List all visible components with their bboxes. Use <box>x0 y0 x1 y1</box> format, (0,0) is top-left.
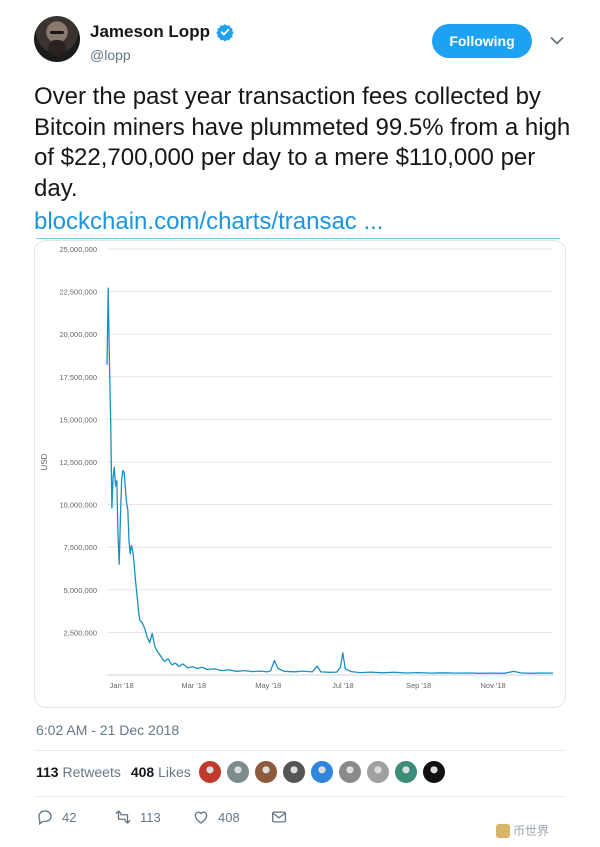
liker-avatar[interactable] <box>366 760 390 784</box>
following-button[interactable]: Following <box>432 24 532 58</box>
verified-badge-icon <box>216 24 234 41</box>
y-tick-label: 17,500,000 <box>59 373 97 382</box>
y-tick-label: 25,000,000 <box>59 245 97 254</box>
y-axis-label: USD <box>40 453 49 470</box>
x-tick-label: Sep '18 <box>406 681 431 690</box>
liker-avatar[interactable] <box>254 760 278 784</box>
chart-card[interactable]: 25,000,000 22,500,000 20,000,000 17,500,000… <box>34 240 566 708</box>
x-tick-label: Jul '18 <box>332 681 353 690</box>
retweet-button[interactable]: 113 <box>114 808 192 826</box>
y-tick-label: 15,000,000 <box>59 415 97 424</box>
tweet-text: Over the past year transaction fees coll… <box>34 83 571 202</box>
envelope-icon <box>271 811 287 823</box>
liker-avatar[interactable] <box>310 760 334 784</box>
x-tick-label: Nov '18 <box>481 681 506 690</box>
retweet-count: 113 <box>140 809 161 825</box>
reply-button[interactable]: 42 <box>36 808 114 826</box>
message-button[interactable] <box>270 808 288 826</box>
x-tick-label: Jan '18 <box>110 681 134 690</box>
liker-avatar[interactable] <box>226 760 250 784</box>
reply-icon <box>38 810 52 826</box>
series-line <box>106 287 554 674</box>
x-tick-label: Mar '18 <box>181 681 206 690</box>
engagement-stats: 113 Retweets 408 Likes <box>36 764 191 780</box>
watermark-logo-icon <box>496 823 510 838</box>
y-tick-label: 12,500,000 <box>59 458 97 467</box>
like-button[interactable]: 408 <box>192 808 270 826</box>
reply-count: 42 <box>62 809 77 825</box>
y-tick-label: 7,500,000 <box>64 543 97 552</box>
likes-stat[interactable]: 408 Likes <box>130 764 191 780</box>
author-handle[interactable]: @lopp <box>90 47 131 63</box>
liker-avatar[interactable] <box>198 760 222 784</box>
divider <box>34 750 566 751</box>
card-divider <box>36 238 560 239</box>
liker-avatars <box>198 760 446 784</box>
watermark: 币世界 <box>496 822 549 839</box>
fees-chart: 25,000,000 22,500,000 20,000,000 17,500,000… <box>40 245 554 690</box>
tweet-timestamp[interactable]: 6:02 AM - 21 Dec 2018 <box>36 722 180 738</box>
liker-avatar[interactable] <box>422 760 446 784</box>
author-name[interactable]: Jameson Lopp <box>90 22 210 41</box>
like-count: 408 <box>218 809 240 825</box>
y-tick-label: 22,500,000 <box>59 288 97 297</box>
chevron-down-icon[interactable] <box>550 36 564 46</box>
liker-avatar[interactable] <box>282 760 306 784</box>
retweet-icon <box>115 810 131 824</box>
tweet-header: Jameson Lopp @lopp Following <box>34 16 574 68</box>
liker-avatar[interactable] <box>394 760 418 784</box>
tweet-body: Over the past year transaction fees coll… <box>34 82 574 238</box>
tweet-link[interactable]: blockchain.com/charts/transac ... <box>34 208 384 235</box>
liker-avatar[interactable] <box>338 760 362 784</box>
y-tick-label: 10,000,000 <box>59 501 97 510</box>
heart-icon <box>194 811 208 824</box>
y-tick-label: 2,500,000 <box>64 628 97 637</box>
y-tick-label: 5,000,000 <box>64 586 97 595</box>
author-avatar[interactable] <box>34 16 80 62</box>
divider <box>34 796 566 797</box>
y-tick-label: 20,000,000 <box>59 330 97 339</box>
retweets-stat[interactable]: 113 Retweets <box>36 764 121 780</box>
action-bar: 42 113 408 <box>36 808 288 826</box>
x-tick-label: May '18 <box>255 681 281 690</box>
